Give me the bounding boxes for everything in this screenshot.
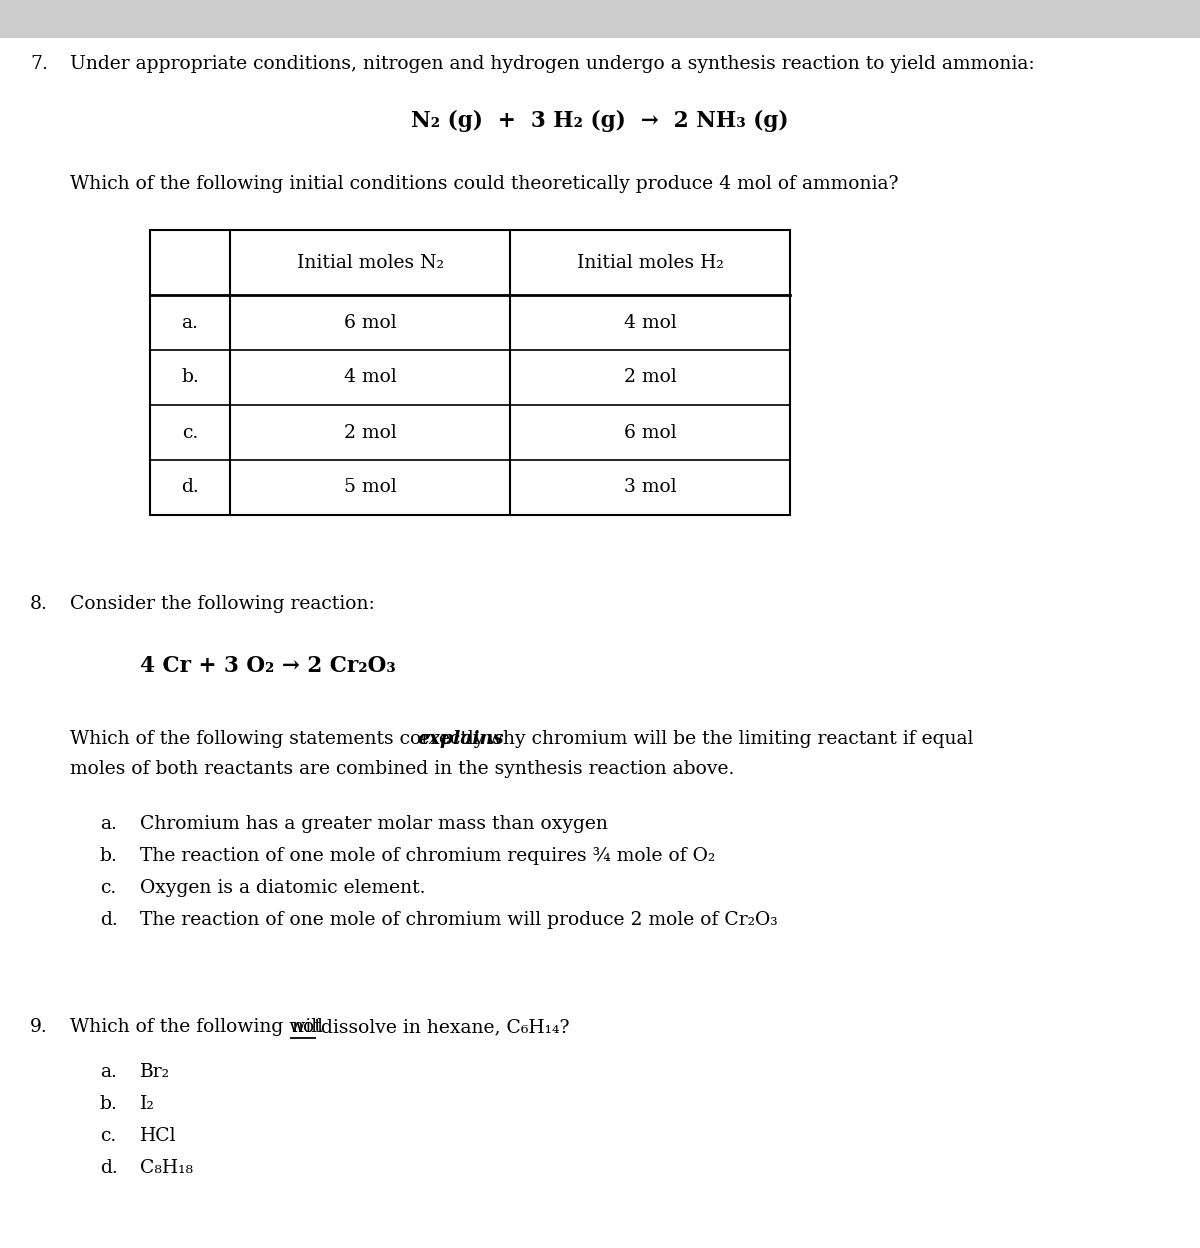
Text: a.: a. (100, 1063, 116, 1081)
Text: 7.: 7. (30, 55, 48, 72)
Text: The reaction of one mole of chromium requires ¾ mole of O₂: The reaction of one mole of chromium req… (140, 847, 715, 865)
Text: why chromium will be the limiting reactant if equal: why chromium will be the limiting reacta… (481, 730, 973, 748)
Text: Consider the following reaction:: Consider the following reaction: (70, 595, 374, 613)
Text: a.: a. (100, 815, 116, 832)
Text: d.: d. (181, 478, 199, 497)
Text: N₂ (g)  +  3 H₂ (g)  →  2 NH₃ (g): N₂ (g) + 3 H₂ (g) → 2 NH₃ (g) (412, 110, 788, 132)
Text: 3 mol: 3 mol (624, 478, 677, 497)
Text: 6 mol: 6 mol (624, 423, 677, 442)
Bar (0, 0, 1200, 37)
Text: d.: d. (100, 1159, 118, 1177)
Text: c.: c. (100, 1127, 116, 1144)
Bar (150, 230, 790, 515)
Text: Br₂: Br₂ (140, 1063, 170, 1081)
Text: 2 mol: 2 mol (343, 423, 396, 442)
Text: Which of the following initial conditions could theoretically produce 4 mol of a: Which of the following initial condition… (70, 175, 899, 193)
Text: I₂: I₂ (140, 1094, 155, 1113)
Text: 4 Cr + 3 O₂ → 2 Cr₂O₃: 4 Cr + 3 O₂ → 2 Cr₂O₃ (140, 655, 396, 676)
Text: a.: a. (181, 313, 198, 332)
Text: explains: explains (418, 730, 504, 748)
Text: HCl: HCl (140, 1127, 176, 1144)
Text: Initial moles N₂: Initial moles N₂ (296, 253, 444, 272)
Text: Which of the following statements correctly: Which of the following statements correc… (70, 730, 491, 748)
Text: 5 mol: 5 mol (343, 478, 396, 497)
Text: The reaction of one mole of chromium will produce 2 mole of Cr₂O₃: The reaction of one mole of chromium wil… (140, 911, 778, 929)
Text: Which of the following will: Which of the following will (70, 1018, 329, 1036)
Text: 8.: 8. (30, 595, 48, 613)
Text: Under appropriate conditions, nitrogen and hydrogen undergo a synthesis reaction: Under appropriate conditions, nitrogen a… (70, 55, 1034, 72)
Text: Oxygen is a diatomic element.: Oxygen is a diatomic element. (140, 879, 426, 897)
Text: 9.: 9. (30, 1018, 48, 1036)
Text: 4 mol: 4 mol (624, 313, 677, 332)
Text: moles of both reactants are combined in the synthesis reaction above.: moles of both reactants are combined in … (70, 760, 734, 778)
Text: b.: b. (100, 847, 118, 865)
Text: c.: c. (100, 879, 116, 897)
Text: not: not (292, 1018, 322, 1036)
Text: Chromium has a greater molar mass than oxygen: Chromium has a greater molar mass than o… (140, 815, 608, 832)
Text: 6 mol: 6 mol (343, 313, 396, 332)
Text: 4 mol: 4 mol (343, 368, 396, 387)
Text: C₈H₁₈: C₈H₁₈ (140, 1159, 193, 1177)
Text: d.: d. (100, 911, 118, 929)
Text: dissolve in hexane, C₆H₁₄?: dissolve in hexane, C₆H₁₄? (314, 1018, 570, 1036)
Text: b.: b. (100, 1094, 118, 1113)
Text: Initial moles H₂: Initial moles H₂ (577, 253, 724, 272)
Text: b.: b. (181, 368, 199, 387)
Text: 2 mol: 2 mol (624, 368, 677, 387)
Text: c.: c. (182, 423, 198, 442)
